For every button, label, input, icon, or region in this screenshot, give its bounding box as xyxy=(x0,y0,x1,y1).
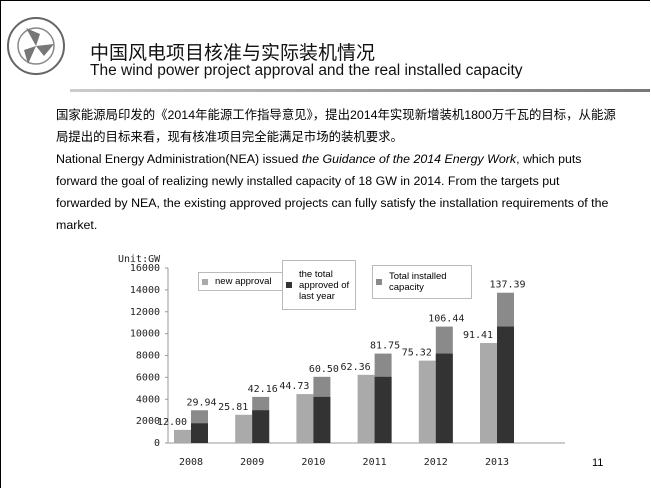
data-label: 42.16 xyxy=(248,384,278,395)
y-tick-label: 0 xyxy=(154,438,160,449)
body-en: National Energy Administration(NEA) issu… xyxy=(56,148,616,236)
data-label: 106.44 xyxy=(428,314,464,325)
y-tick-label: 10000 xyxy=(130,329,160,340)
legend-label: the total approved of last year xyxy=(299,268,350,302)
x-tick-label: 2013 xyxy=(485,457,509,468)
body-text: 国家能源局印发的《2014年能源工作指导意见》，提出2014年实现新增装机180… xyxy=(56,104,616,236)
data-label: 75.32 xyxy=(402,348,432,359)
legend-swatch xyxy=(202,278,208,285)
data-label: 62.36 xyxy=(341,362,371,373)
bar xyxy=(480,343,497,443)
bar xyxy=(252,410,270,443)
y-tick-label: 12000 xyxy=(130,307,160,318)
unit-label: Unit:GW xyxy=(118,254,161,265)
data-label: 44.73 xyxy=(279,381,309,392)
page-number: 11 xyxy=(592,457,604,469)
legend-item: new approval xyxy=(198,272,286,291)
bar xyxy=(357,374,375,443)
legend-swatch xyxy=(376,279,382,285)
text: , which puts forward the goal of realizi… xyxy=(56,152,609,232)
x-tick-label: 2012 xyxy=(424,457,448,468)
bar xyxy=(174,429,191,443)
y-tick-label: 2000 xyxy=(136,416,160,427)
subtitle: The wind power project approval and the … xyxy=(90,62,523,79)
legend-label: Total installed capacity xyxy=(389,271,447,293)
data-label: 29.94 xyxy=(186,397,216,408)
text: National Energy Administration(NEA) issu… xyxy=(56,152,302,166)
title: 中国风电项目核准与实际装机情况 xyxy=(90,43,376,64)
bar xyxy=(497,326,514,443)
legend-item: the total approved of last year xyxy=(282,260,356,310)
body-cn: 国家能源局印发的《2014年能源工作指导意见》，提出2014年实现新增装机180… xyxy=(56,108,616,144)
data-label: 137.39 xyxy=(489,280,525,291)
y-tick-label: 16000 xyxy=(130,263,160,274)
header-rule xyxy=(70,89,650,92)
x-tick-label: 2011 xyxy=(363,457,387,468)
bar xyxy=(374,376,392,443)
bar xyxy=(235,414,253,443)
data-label: 12.00 xyxy=(157,417,187,428)
data-label: 81.75 xyxy=(370,341,400,352)
bar xyxy=(418,360,436,443)
x-tick-label: 2008 xyxy=(179,457,203,468)
italic-title: the Guidance of the 2014 Energy Work xyxy=(301,152,517,166)
bar xyxy=(313,396,331,443)
legend-swatch xyxy=(286,282,292,288)
bar xyxy=(296,394,314,443)
logo xyxy=(7,17,65,75)
y-tick-label: 14000 xyxy=(130,285,160,296)
legend-item: Total installed capacity xyxy=(372,265,472,299)
bar xyxy=(191,423,208,443)
x-tick-label: 2009 xyxy=(240,457,264,468)
y-tick-label: 8000 xyxy=(136,351,160,362)
x-tick-label: 2010 xyxy=(301,457,325,468)
y-tick-label: 4000 xyxy=(136,394,160,405)
data-label: 91.41 xyxy=(463,330,493,341)
bar xyxy=(435,353,453,443)
data-label: 25.81 xyxy=(218,402,248,413)
data-label: 60.50 xyxy=(309,364,339,375)
legend-label: new approval xyxy=(215,276,272,287)
y-tick-label: 6000 xyxy=(136,372,160,383)
